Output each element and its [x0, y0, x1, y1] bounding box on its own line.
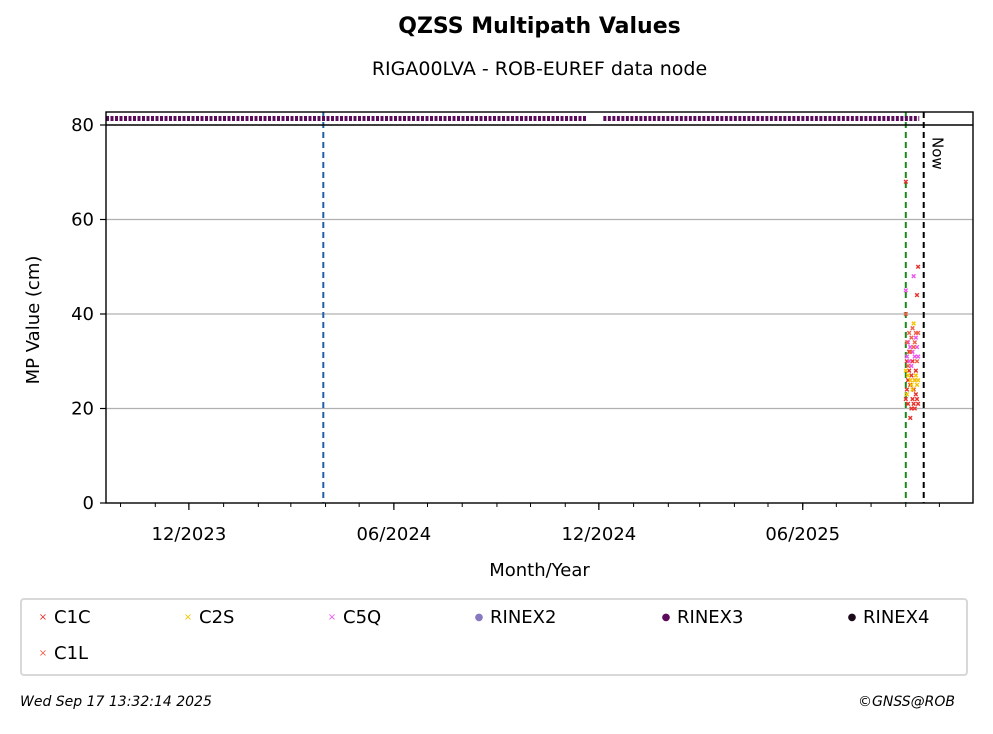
legend-item-c2s: × C2S	[183, 607, 235, 628]
c1l-point-2	[905, 363, 911, 369]
x-tick-label-12-2023: 12/2023	[152, 524, 227, 545]
now-label: Now	[929, 137, 947, 170]
y-tick-label-0: 0	[83, 493, 94, 514]
c5q-point-2	[905, 340, 911, 345]
legend-label-rinex3: RINEX3	[677, 607, 744, 628]
y-tick-label-40: 40	[71, 304, 94, 325]
c2s-point-11	[915, 377, 921, 383]
c1c-point-21	[914, 292, 920, 298]
legend-item-rinex3: ● RINEX3	[661, 607, 744, 628]
c1c-point-3	[904, 387, 910, 392]
c1c-point-0	[903, 179, 909, 184]
c2s-point-2	[905, 373, 911, 378]
y-axis-label: MP Value (cm)	[23, 256, 44, 385]
c1l-point-7	[911, 344, 916, 350]
c1c-point-8	[907, 415, 913, 421]
x-tick-label-06-2024: 06/2024	[356, 524, 431, 545]
legend-marker-c5q: ×	[327, 611, 337, 623]
legend-item-c1l: × C1L	[38, 643, 88, 664]
c2s-point-10	[914, 382, 920, 388]
c2s-point-0	[903, 368, 909, 373]
x-tick-label-06-2025: 06/2025	[765, 524, 840, 545]
c1c-point-14	[911, 387, 916, 392]
legend-marker-c1c: ×	[38, 611, 48, 623]
c2s-point-6	[910, 387, 915, 392]
c1l-point-1	[904, 340, 910, 345]
c1c-point-23	[915, 264, 921, 270]
chart-title: QZSS Multipath Values	[398, 14, 681, 39]
footer-timestamp: Wed Sep 17 13:32:14 2025	[20, 694, 212, 710]
legend-label-c1l: C1L	[54, 643, 89, 664]
c1l-point-4	[907, 349, 913, 355]
legend-label-rinex2: RINEX2	[490, 607, 557, 628]
c5q-point-3	[906, 358, 912, 364]
c1l-point-8	[912, 340, 918, 345]
c1l-point-3	[906, 330, 912, 336]
c1l-point-6	[910, 325, 915, 331]
c1l-point-0	[903, 311, 909, 317]
legend-item-rinex2: ● RINEX2	[474, 607, 557, 628]
c1c-point-5	[905, 401, 911, 407]
plot-frame	[105, 111, 974, 504]
c2s-point-4	[907, 377, 913, 383]
multipath-chart: 0 20 40 60 80 12/2023 06/2024 12/2024 06/2025 Now…	[23, 111, 974, 581]
c2s-point-9	[913, 373, 919, 378]
c1c-point-18	[913, 392, 919, 397]
x-axis-label: Month/Year	[489, 560, 590, 581]
legend-label-c1c: C1C	[54, 607, 91, 628]
c5q-point-1	[904, 354, 910, 359]
legend-item-c1c: × C1C	[38, 607, 91, 628]
x-tick-label-12-2024: 12/2024	[561, 524, 636, 545]
legend-label-rinex4: RINEX4	[863, 607, 930, 628]
legend: × C1C × C2S × C5Q ● RINEX2 ● RINEX3 ● RI…	[20, 598, 968, 676]
legend-label-c5q: C5Q	[343, 607, 382, 628]
c1c-point-1	[903, 396, 909, 402]
c5q-point-11	[915, 354, 921, 359]
c1c-point-17	[912, 406, 918, 411]
legend-marker-rinex4: ●	[847, 611, 857, 623]
c2s-point-7	[911, 321, 916, 326]
legend-marker-rinex3: ●	[661, 611, 671, 623]
c1l-point-5	[909, 335, 914, 340]
c1c-point-19	[913, 368, 919, 373]
legend-marker-c2s: ×	[183, 611, 193, 623]
c1c-point-15	[911, 401, 916, 407]
c1c-point-20	[914, 396, 920, 402]
c5q-point-9	[913, 335, 919, 340]
c1c-point-12	[910, 396, 915, 402]
legend-label-c2s: C2S	[199, 607, 235, 628]
y-tick-label-80: 80	[71, 115, 94, 136]
c1c-point-9	[907, 382, 913, 388]
c1l-point-11	[915, 330, 921, 336]
legend-item-rinex4: ● RINEX4	[847, 607, 930, 628]
y-tick-label-60: 60	[71, 210, 94, 231]
c5q-point-7	[911, 273, 916, 279]
c1l-point-10	[914, 358, 920, 364]
c2s-point-5	[909, 382, 914, 388]
legend-marker-c1l: ×	[38, 647, 48, 659]
y-tick-label-20: 20	[71, 399, 94, 420]
footer-credit: ©GNSS@ROB	[858, 694, 955, 710]
chart-subtitle: RIGA00LVA - ROB-EUREF data node	[371, 58, 708, 80]
c5q-point-0	[903, 288, 909, 293]
legend-marker-rinex2: ●	[474, 611, 484, 623]
c2s-point-1	[904, 392, 910, 397]
legend-item-c5q: × C5Q	[327, 607, 381, 628]
c1c-point-22	[915, 401, 921, 407]
